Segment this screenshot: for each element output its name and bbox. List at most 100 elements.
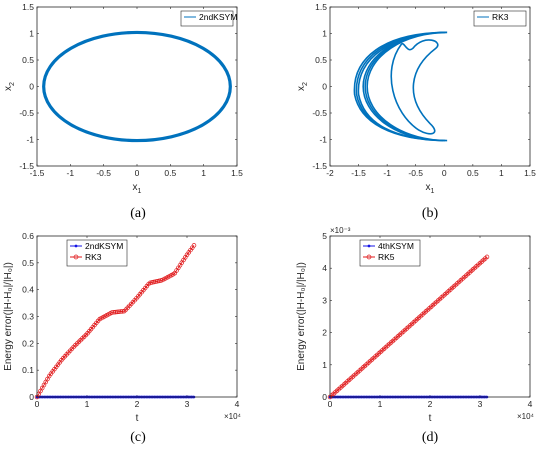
- series-RK5-marker: [484, 254, 490, 260]
- legend: RK3: [473, 10, 527, 27]
- legend-marker: [367, 244, 371, 248]
- series-RK3-outer-loop: [357, 31, 448, 142]
- y-tick-label: 1: [322, 29, 327, 39]
- x-tick-label: 3: [185, 399, 190, 409]
- x-tick-label: 0: [328, 399, 333, 409]
- x-tick-label: 2: [428, 399, 433, 409]
- x-tick-label: -0.5: [408, 168, 423, 178]
- y-tick-label: 0: [29, 392, 34, 402]
- x-tick-label: 4: [235, 399, 240, 409]
- x-tick-label: 0: [442, 168, 447, 178]
- y-tick-label: 0.4: [22, 285, 34, 295]
- y-tick-label: -1.5: [312, 161, 327, 171]
- panel-d: 0 1 2 3 4 0 1 2 3 4 5 t Energy error(|H-H₀|/|H₀|) ×10…: [296, 226, 535, 445]
- x-tick-label: 1: [201, 168, 206, 178]
- y-tick-label: 0.1: [22, 365, 34, 375]
- panel-c: 0 1 2 3 4 0 0.1 0.2 0.3 0.4 0.5 0.6 t Energy error(|H…: [3, 231, 242, 445]
- y-tick-label: 2: [322, 328, 327, 338]
- y-tick-label: 0: [322, 392, 327, 402]
- x-tick-label: -0.5: [96, 168, 111, 178]
- y-tick-label: -0.5: [312, 108, 327, 118]
- x-tick-label: 1: [85, 399, 90, 409]
- x-tick-label: 0: [135, 168, 140, 178]
- series-RK5-line: [329, 256, 488, 398]
- plot-frame: [36, 6, 238, 167]
- legend-marker: [366, 254, 372, 260]
- legend-label: RK3: [85, 252, 102, 262]
- x-tick-label: 1: [378, 399, 383, 409]
- legend-box: [359, 239, 421, 267]
- legend-label: RK5: [378, 252, 395, 262]
- y-tick-label: 1: [29, 29, 34, 39]
- y-axis-exponent: ×10⁻³: [330, 226, 351, 235]
- y-tick-label: -1: [319, 135, 327, 145]
- x-tick-label: -1: [67, 168, 75, 178]
- x-axis-exponent: ×10⁴: [517, 412, 535, 421]
- y-axis-label: Energy error(|H-H₀|/|H₀|): [3, 262, 14, 371]
- x-tick-label: 4: [528, 399, 533, 409]
- panel-caption: (c): [130, 430, 146, 445]
- legend-label: RK3: [492, 12, 509, 22]
- x-tick-label: 0.5: [467, 168, 479, 178]
- y-tick-label: 1.5: [22, 2, 34, 12]
- panel-a: -1.5 -1 -0.5 0 0.5 1 1.5 -1.5 -1 -0.5 0 0.5 1 1.5 x1 x2…: [3, 2, 243, 221]
- x-tick-label: -2: [326, 168, 334, 178]
- x-tick-label: 0.5: [164, 168, 176, 178]
- legend-marker: [74, 244, 78, 248]
- plot-frame: [329, 235, 531, 398]
- y-tick-label: 3: [322, 295, 327, 305]
- series-RK3-line: [36, 245, 195, 398]
- x-tick-label: -1.5: [30, 168, 45, 178]
- x-axis-label: x1: [133, 182, 142, 195]
- panel-caption: (b): [422, 206, 439, 221]
- legend: 2ndKSYM: [180, 10, 237, 27]
- x-tick-label: -1.5: [351, 168, 366, 178]
- y-tick-label: 0.5: [315, 55, 327, 65]
- x-tick-label: 2: [135, 399, 140, 409]
- y-tick-label: 0: [29, 82, 34, 92]
- y-axis-label: Energy error(|H-H₀|/|H₀|): [296, 262, 307, 371]
- legend-marker: [73, 254, 79, 260]
- x-tick-label: 1.5: [231, 168, 243, 178]
- series-RK3-outer-loop: [353, 31, 444, 142]
- panel-b: -2 -1.5 -1 -0.5 0 0.5 1 1.5-1.5-1-0.500.511.5x1…: [296, 2, 536, 221]
- panel-caption: (d): [422, 430, 439, 445]
- y-tick-label: 0: [322, 82, 327, 92]
- series-2ndKSYM-orbit: [42, 30, 232, 143]
- x-tick-label: -1: [383, 168, 391, 178]
- x-tick-label: 1.5: [524, 168, 536, 178]
- y-tick-label: 1: [322, 360, 327, 370]
- legend-box: [180, 10, 234, 27]
- legend-label: 4thKSYM: [378, 241, 414, 251]
- x-axis-label: t: [429, 413, 432, 424]
- y-tick-label: 4: [322, 263, 327, 273]
- y-tick-label: -1.5: [19, 161, 34, 171]
- y-tick-label: -0.5: [19, 108, 34, 118]
- legend-box: [66, 239, 128, 267]
- series-RK3-inner-crescent: [390, 39, 439, 135]
- panel-caption: (a): [130, 206, 146, 221]
- y-tick-label: -1: [26, 135, 34, 145]
- x-axis-label: t: [136, 413, 139, 424]
- series-RK3-marker: [120, 309, 125, 314]
- x-axis-exponent: ×10⁴: [224, 412, 242, 421]
- y-tick-label: 0.5: [22, 55, 34, 65]
- legend-label: 2ndKSYM: [85, 241, 123, 251]
- legend-label: 2ndKSYM: [199, 12, 237, 22]
- legend-box: [473, 10, 527, 27]
- plot-frame: [36, 235, 238, 398]
- x-axis-label: x1: [426, 182, 435, 195]
- y-tick-label: 0.2: [22, 338, 34, 348]
- series-RK3-marker: [191, 243, 197, 248]
- y-axis-label: x2: [3, 82, 16, 91]
- y-tick-label: 0.6: [22, 231, 34, 241]
- y-tick-label: 0.5: [22, 258, 34, 268]
- y-tick-label: 5: [322, 231, 327, 241]
- y-tick-label: 0.3: [22, 312, 34, 322]
- plot-frame: [329, 6, 531, 167]
- x-tick-label: 0: [35, 399, 40, 409]
- y-tick-label: 1.5: [315, 2, 327, 12]
